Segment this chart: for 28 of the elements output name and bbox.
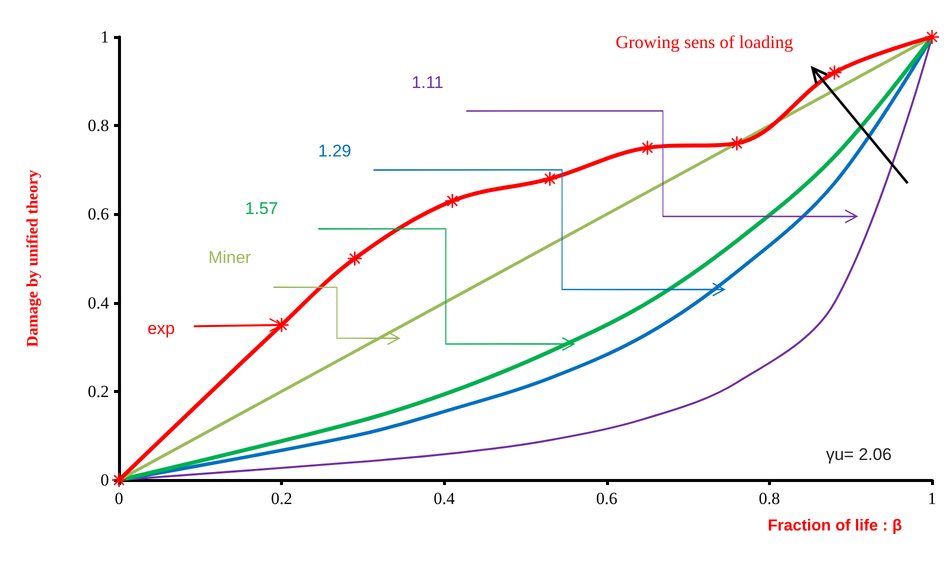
y-tick-label: 1 [100, 28, 109, 46]
x-tick-label: 1 [928, 489, 936, 508]
point [444, 193, 460, 209]
text: 1.29 [318, 142, 352, 161]
x-tick-label: 0.6 [596, 489, 618, 508]
point [111, 472, 127, 488]
annotation: γu= 2.06 [826, 445, 892, 464]
x-tick-label: 0.2 [270, 489, 292, 508]
annotation: Growing sens of loading [616, 32, 794, 52]
text: exp [147, 318, 175, 338]
y-tick-label: 0.2 [88, 382, 109, 401]
x-tick-label: 0 [114, 489, 124, 508]
text: 1.11 [412, 72, 444, 92]
y-tick-label: 0.6 [88, 204, 109, 224]
point [347, 250, 363, 266]
point [826, 64, 842, 80]
x-axis-title: Fraction of life : β [768, 518, 902, 534]
point [542, 171, 558, 187]
y-tick-label: 0.4 [88, 293, 110, 312]
text: 1.57 [245, 199, 278, 218]
point [924, 29, 940, 45]
y-axis-title: Damage by unified theory [24, 170, 42, 348]
point [274, 317, 290, 333]
x-tick-label: 0.8 [758, 489, 780, 508]
y-tick-label: 0 [100, 470, 109, 490]
x-tick-label: 0.4 [434, 489, 456, 508]
text: Miner [208, 248, 252, 267]
y-tick-label: 0.8 [88, 116, 109, 136]
